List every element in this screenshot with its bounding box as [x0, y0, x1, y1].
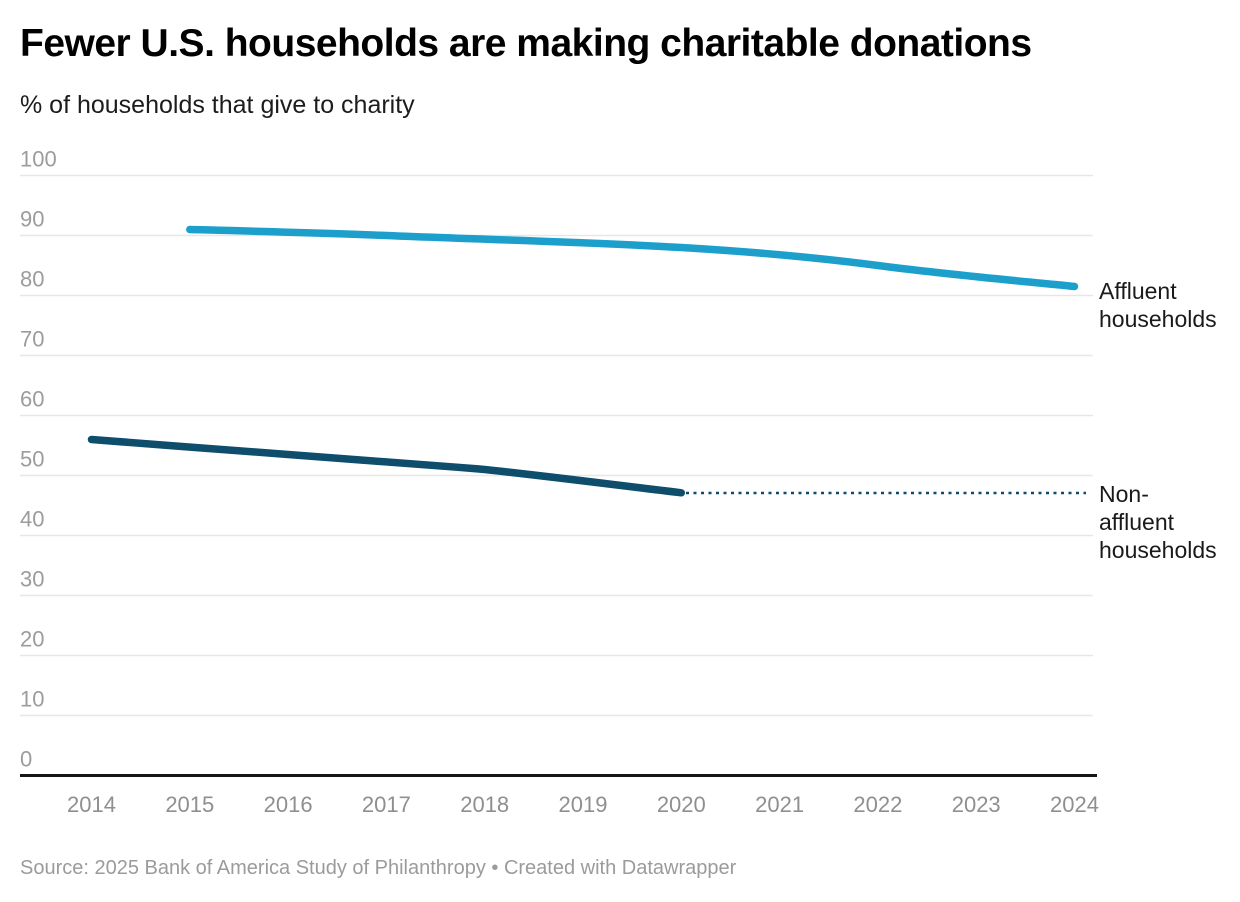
y-tick-label: 90: [20, 207, 44, 232]
x-tick-label: 2023: [952, 792, 1001, 817]
x-tick-label: 2019: [559, 792, 608, 817]
series-label-line: households: [1099, 537, 1217, 563]
y-tick-label: 30: [20, 567, 44, 592]
y-tick-label: 80: [20, 267, 44, 292]
y-tick-label: 100: [20, 147, 57, 172]
x-tick-label: 2016: [264, 792, 313, 817]
y-tick-label: 10: [20, 687, 44, 712]
y-tick-label: 60: [20, 387, 44, 412]
chart-subtitle: % of households that give to charity: [20, 91, 415, 119]
x-tick-label: 2018: [460, 792, 509, 817]
chart-title: Fewer U.S. households are making charita…: [20, 22, 1032, 65]
series-label-affluent: Affluent households: [1099, 277, 1225, 333]
y-tick-label: 0: [20, 747, 32, 772]
series-label-line: households: [1099, 306, 1217, 332]
x-tick-label: 2020: [657, 792, 706, 817]
series-label-line: Affluent: [1099, 278, 1177, 304]
y-tick-label: 40: [20, 507, 44, 532]
source-attribution: Source: 2025 Bank of America Study of Ph…: [20, 857, 737, 879]
x-tick-label: 2017: [362, 792, 411, 817]
y-tick-label: 20: [20, 627, 44, 652]
x-tick-label: 2021: [755, 792, 804, 817]
series-label-line: Non-: [1099, 481, 1149, 507]
x-tick-label: 2022: [853, 792, 902, 817]
non-affluent-line: [87, 435, 686, 497]
y-tick-label: 70: [20, 327, 44, 352]
series-label-non-affluent: Non- affluent households: [1099, 480, 1225, 564]
gridlines: [20, 174, 1093, 717]
y-axis-labels: 100 90 80 70 60 50 40 30 20 10 0: [20, 147, 57, 772]
affluent-line: [186, 225, 1079, 291]
series-label-line: affluent: [1099, 509, 1175, 535]
x-tick-label: 2014: [67, 792, 116, 817]
x-tick-label: 2015: [165, 792, 214, 817]
x-axis-labels: 2014 2015 2016 2017 2018 2019 2020 2021 …: [67, 792, 1099, 817]
y-tick-label: 50: [20, 447, 44, 472]
x-tick-label: 2024: [1050, 792, 1099, 817]
